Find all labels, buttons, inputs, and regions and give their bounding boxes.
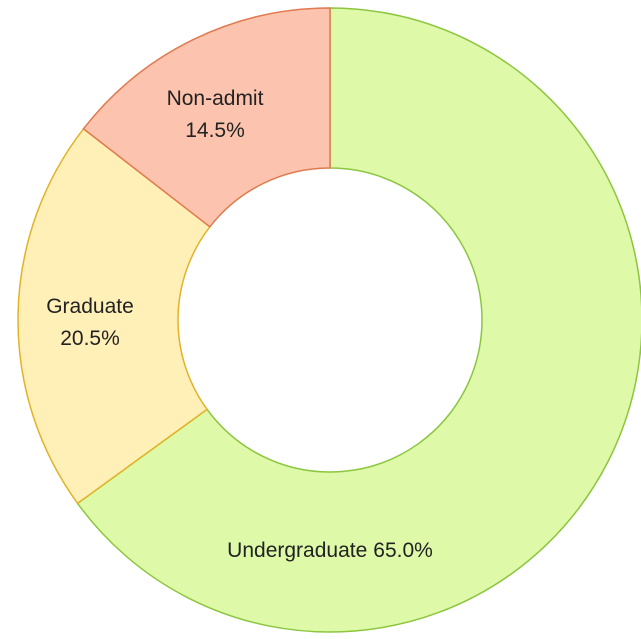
- donut-segment: [82, 7, 331, 228]
- donut-segment: [76, 7, 641, 633]
- donut-segment: [17, 127, 211, 505]
- category-label: Non-admit: [167, 87, 264, 110]
- value-label: 14.5%: [185, 119, 245, 142]
- value-label: 65.0%: [373, 539, 433, 562]
- category-label: Undergraduate: [227, 539, 367, 562]
- data-label: Non-admit 14.5%: [167, 87, 264, 142]
- category-label: Graduate: [46, 295, 134, 318]
- value-label: 20.5%: [60, 327, 120, 350]
- data-label: Graduate 20.5%: [46, 295, 134, 350]
- data-label: Undergraduate 65.0%: [227, 539, 433, 562]
